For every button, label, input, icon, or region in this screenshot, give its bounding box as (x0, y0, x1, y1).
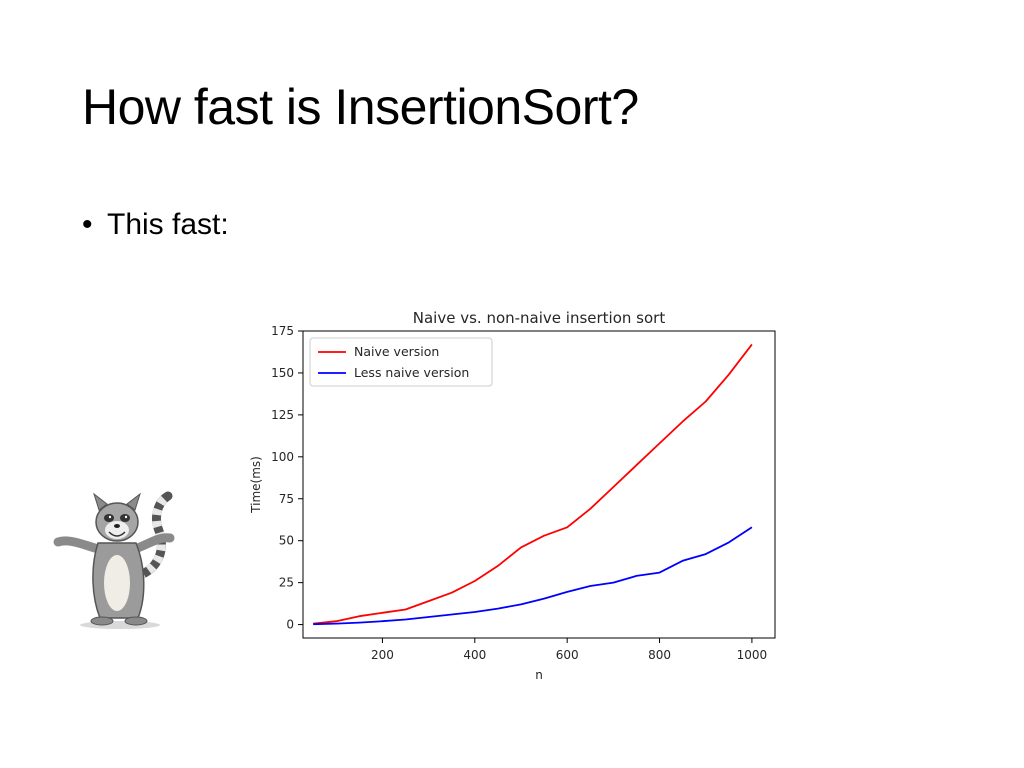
y-tick-label: 25 (279, 576, 294, 590)
y-axis-label: Time(ms) (249, 456, 263, 514)
series-line-2 (313, 526, 753, 626)
y-tick-label: 150 (271, 366, 294, 380)
plot-frame (302, 330, 776, 639)
y-tick-label: 175 (271, 324, 294, 338)
legend-label-2: Less naive version (354, 365, 469, 380)
slide-title: How fast is InsertionSort? (82, 79, 639, 135)
cartoon-lemur-icon (50, 488, 180, 633)
x-tick-label: 600 (556, 648, 579, 662)
bullet-text: This fast: (107, 208, 229, 241)
chart-title: Naive vs. non-naive insertion sort (413, 309, 666, 327)
y-tick-label: 75 (279, 492, 294, 506)
y-tick-label: 125 (271, 408, 294, 422)
series-line-1 (313, 343, 753, 625)
line-chart: Naive vs. non-naive insertion sort 0 25 50 7… (249, 309, 776, 682)
y-tick-label: 50 (279, 534, 294, 548)
bullet-marker: • (82, 208, 93, 241)
x-tick-label: 200 (371, 648, 394, 662)
x-tick-label: 400 (463, 648, 486, 662)
x-tick-label: 1000 (737, 648, 768, 662)
x-axis-label: n (535, 668, 543, 682)
y-tick-label: 0 (286, 618, 294, 632)
x-tick-label: 800 (648, 648, 671, 662)
y-tick-label: 100 (271, 450, 294, 464)
legend-box (309, 337, 493, 387)
chart-container: Naive vs. non-naive insertion sort 0 25 50 7… (240, 300, 800, 700)
bullet-item: • This fast: (82, 208, 229, 242)
legend-label-1: Naive version (354, 344, 439, 359)
